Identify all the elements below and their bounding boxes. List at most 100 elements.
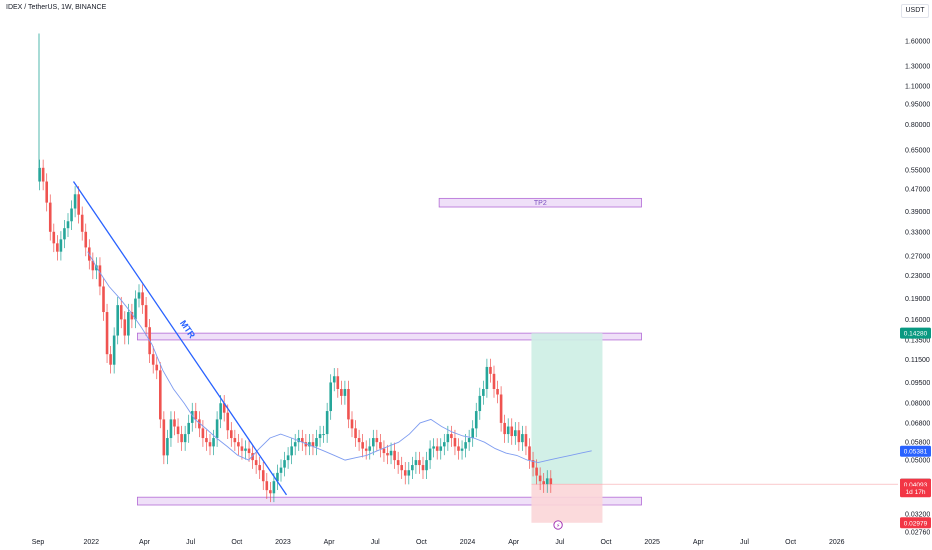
candle-39: [176, 426, 180, 435]
candle-73: [297, 438, 301, 443]
candle-79: [318, 434, 322, 439]
candle-69: [283, 460, 286, 468]
candle-75: [304, 442, 308, 447]
y-tick-15: 0.11500: [905, 357, 930, 364]
price-tag-label-1: 0.05381: [904, 449, 928, 456]
y-tick-10: 0.27000: [905, 254, 930, 261]
y-tick-5: 0.65000: [905, 147, 930, 154]
candle-76: [308, 442, 311, 447]
moving-average-layer: [87, 251, 592, 464]
candle-116: [450, 434, 453, 439]
candle-108: [421, 465, 425, 471]
y-tick-0: 1.60000: [905, 38, 930, 45]
candle-77: [311, 442, 315, 447]
candle-32: [151, 354, 155, 365]
candle-11: [77, 194, 80, 215]
candle-119: [460, 448, 464, 451]
candle-54: [230, 430, 233, 439]
x-tick-14: Apr: [693, 539, 705, 546]
candle-5: [56, 243, 59, 252]
candle-25: [127, 312, 130, 336]
candle-37: [169, 419, 173, 439]
candle-124: [478, 395, 482, 412]
candle-45: [198, 419, 201, 429]
candle-19: [105, 312, 109, 355]
candle-111: [432, 446, 435, 449]
target-zone: [531, 333, 603, 485]
candle-1: [41, 167, 45, 182]
candle-123: [474, 411, 478, 429]
candle-51: [219, 403, 222, 420]
candle-35: [162, 419, 166, 456]
x-tick-6: Apr: [324, 539, 336, 546]
candle-8: [66, 221, 70, 229]
y-tick-23: 0.03200: [905, 512, 930, 519]
candle-15: [91, 260, 95, 271]
zone-rect-0: [438, 197, 642, 208]
candle-70: [286, 455, 290, 461]
flash-icon: [553, 520, 563, 530]
y-tick-2: 1.10000: [905, 84, 930, 91]
candle-143: [545, 478, 549, 485]
currency-badge[interactable]: USDT: [901, 4, 929, 18]
x-tick-16: Oct: [785, 539, 796, 546]
price-tag-label-5: 0.02979: [904, 520, 928, 527]
candle-103: [403, 470, 407, 476]
moving-average-line: [87, 251, 592, 464]
candle-135: [517, 430, 521, 443]
y-tick-4: 0.80000: [905, 122, 930, 129]
y-tick-18: 0.06800: [905, 420, 930, 427]
candle-17: [98, 265, 102, 287]
y-tick-8: 0.39000: [905, 209, 930, 216]
position-layer: [531, 333, 898, 523]
candle-82: [329, 382, 332, 412]
candle-87: [347, 388, 350, 420]
candle-43: [190, 411, 194, 423]
candle-28: [137, 292, 141, 299]
candle-64: [265, 481, 269, 491]
candle-30: [144, 305, 148, 328]
candle-137: [524, 434, 528, 447]
candle-20: [109, 354, 112, 365]
y-tick-16: 0.09500: [905, 380, 930, 387]
candle-80: [322, 434, 325, 436]
candle-132: [506, 426, 510, 435]
candle-16: [95, 265, 98, 271]
candle-74: [301, 438, 304, 443]
candle-144: [549, 478, 553, 485]
zones-layer: TP2: [136, 197, 642, 506]
y-tick-9: 0.33000: [905, 229, 930, 236]
candle-65: [269, 490, 272, 494]
candle-99: [389, 450, 393, 456]
candle-91: [361, 442, 364, 449]
candle-49: [212, 438, 215, 447]
candle-3: [48, 202, 52, 232]
candle-98: [386, 453, 389, 456]
candle-12: [80, 214, 84, 232]
candle-52: [222, 403, 226, 413]
zone-rect-2: [136, 496, 642, 506]
candle-138: [528, 446, 531, 461]
candle-97: [382, 448, 386, 454]
candle-114: [443, 442, 446, 447]
candle-71: [290, 446, 293, 456]
candle-95: [375, 438, 379, 443]
candle-142: [542, 481, 545, 485]
x-tick-8: Oct: [416, 539, 427, 546]
zone-rect-1: [136, 332, 642, 341]
candle-130: [499, 394, 503, 423]
trendline: [72, 181, 288, 496]
candle-67: [276, 472, 279, 482]
candle-48: [208, 442, 212, 447]
candle-58: [244, 448, 247, 451]
x-tick-15: Jul: [740, 539, 749, 546]
candle-6: [59, 239, 63, 252]
candle-50: [215, 419, 219, 439]
candle-140: [535, 467, 538, 476]
candle-125: [482, 388, 485, 396]
candle-110: [428, 448, 432, 461]
flash-icon-glyph: ⚡: [556, 523, 560, 530]
candle-62: [258, 465, 261, 471]
